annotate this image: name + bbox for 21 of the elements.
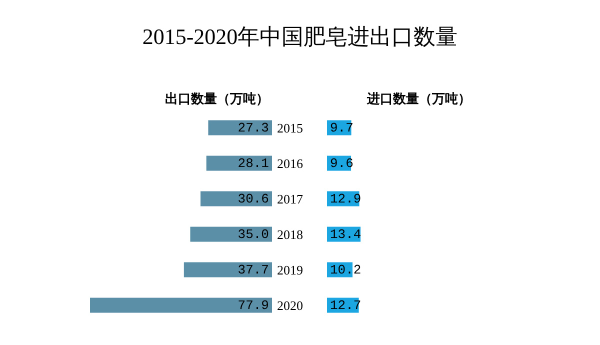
series-label: 出口数量（万吨） xyxy=(165,92,269,107)
bar xyxy=(190,226,272,242)
y-tick-label: 2015 xyxy=(277,120,303,136)
y-tick-label: 2019 xyxy=(277,262,303,278)
bar xyxy=(90,298,272,313)
y-tick-label: 2018 xyxy=(277,226,303,242)
data-label: 37.7 xyxy=(238,262,269,278)
y-tick-label: 2020 xyxy=(277,298,303,313)
series-label: 进口数量（万吨） xyxy=(366,92,471,107)
bar xyxy=(208,120,272,136)
data-label: 28.1 xyxy=(238,156,270,171)
data-label: 13.4 xyxy=(330,226,362,242)
data-label: 30.6 xyxy=(238,191,269,206)
bar xyxy=(206,156,272,171)
data-label: 27.3 xyxy=(238,120,269,136)
y-tick-label: 2017 xyxy=(277,191,304,206)
data-label: 35.0 xyxy=(238,226,269,242)
y-tick-label: 2016 xyxy=(277,156,304,171)
data-label: 77.9 xyxy=(238,298,269,313)
chart-title: 2015-2020年中国肥皂进出口数量 xyxy=(141,23,459,51)
bar xyxy=(184,262,272,278)
